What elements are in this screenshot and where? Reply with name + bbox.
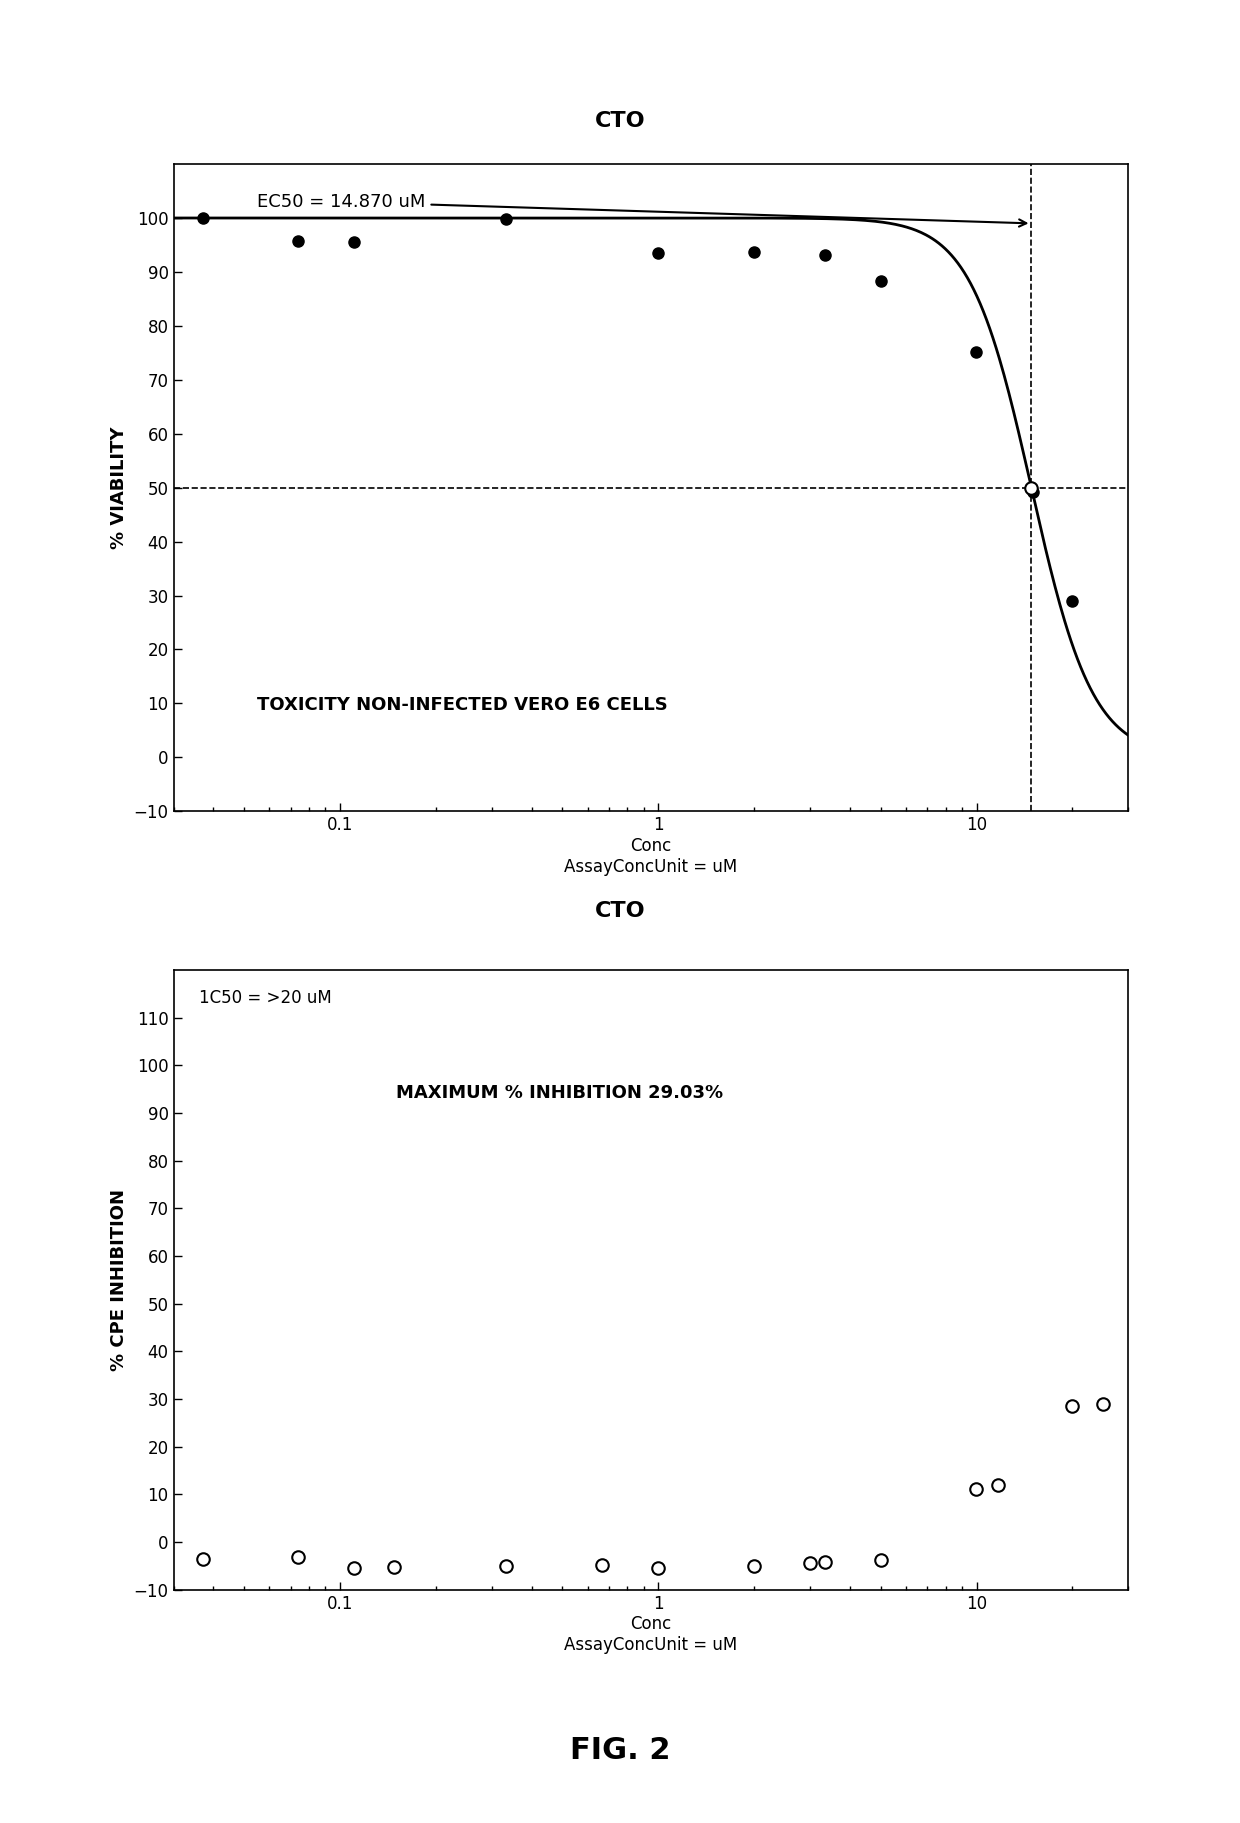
Text: TOXICITY NON-INFECTED VERO E6 CELLS: TOXICITY NON-INFECTED VERO E6 CELLS <box>258 696 668 715</box>
Text: 1C50 = >20 uM: 1C50 = >20 uM <box>198 988 331 1006</box>
X-axis label: Conc
AssayConcUnit = uM: Conc AssayConcUnit = uM <box>564 1615 738 1653</box>
Y-axis label: % VIABILITY: % VIABILITY <box>110 427 128 549</box>
Text: CTO: CTO <box>595 901 645 921</box>
Text: MAXIMUM % INHIBITION 29.03%: MAXIMUM % INHIBITION 29.03% <box>396 1085 723 1103</box>
Text: CTO: CTO <box>595 111 645 131</box>
X-axis label: Conc
AssayConcUnit = uM: Conc AssayConcUnit = uM <box>564 837 738 875</box>
Text: EC50 = 14.870 uM: EC50 = 14.870 uM <box>258 193 1027 226</box>
Y-axis label: % CPE INHIBITION: % CPE INHIBITION <box>110 1189 128 1371</box>
Text: FIG. 2: FIG. 2 <box>569 1735 671 1765</box>
